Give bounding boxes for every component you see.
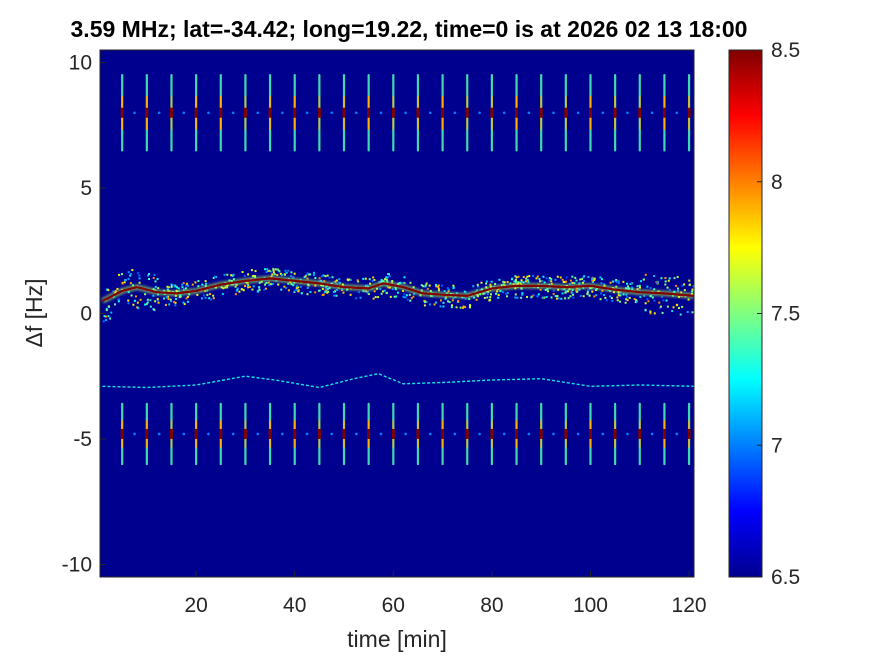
pulse-1-6 <box>268 402 284 466</box>
pulse-0-8 <box>317 73 333 152</box>
pulse-1-2 <box>169 402 186 466</box>
pulse-1-10 <box>367 402 383 466</box>
x-tick-label: 80 <box>480 594 503 617</box>
x-tick-label: 120 <box>672 594 707 617</box>
secondary-trace-line <box>102 372 694 389</box>
colorbar-tick-label: 7 <box>771 434 783 457</box>
pulse-1-0 <box>120 402 136 466</box>
pulse-0-23 <box>687 73 691 152</box>
x-tick-label: 20 <box>184 594 207 617</box>
colorbar: 6.5 7 7.5 8 8.5 <box>728 39 800 589</box>
pulse-1-3 <box>194 402 210 466</box>
pulse-1-8 <box>317 402 333 466</box>
pulse-1-15 <box>490 402 506 466</box>
pulse-0-19 <box>588 73 605 152</box>
pulse-1-21 <box>638 402 654 466</box>
pulse-0-3 <box>194 73 210 152</box>
colorbar-tick-label: 8 <box>771 171 783 194</box>
pulse-0-14 <box>465 73 481 152</box>
y-axis-ticks: -10 -5 0 5 10 <box>62 52 106 576</box>
main-trace-line <box>101 277 694 302</box>
chart-title: 3.59 MHz; lat=-34.42; long=19.22, time=0… <box>71 16 748 42</box>
x-axis-label: time [min] <box>347 626 447 652</box>
pulse-0-22 <box>662 73 679 152</box>
pulse-1-4 <box>219 402 235 466</box>
pulse-1-17 <box>539 402 555 466</box>
y-tick-label: -10 <box>62 553 92 576</box>
pulse-1-5 <box>243 402 260 466</box>
pulse-0-4 <box>219 73 235 152</box>
x-tick-label: 60 <box>382 594 405 617</box>
pulse-0-11 <box>391 73 407 152</box>
pulse-1-11 <box>391 402 407 466</box>
y-axis-label: Δf [Hz] <box>21 278 47 347</box>
colorbar-tick-label: 6.5 <box>771 566 800 589</box>
pulse-1-14 <box>465 402 481 466</box>
x-axis-ticks: 20 40 60 80 100 120 <box>184 571 707 617</box>
colorbar-gradient <box>728 49 763 578</box>
pulse-1-18 <box>564 402 580 466</box>
plot-area: 20 40 60 80 100 120 -10 -5 0 5 10 <box>62 49 707 617</box>
pulse-0-12 <box>416 73 432 152</box>
plot-background <box>100 50 694 577</box>
colorbar-tick-label: 8.5 <box>771 39 800 62</box>
colorbar-ticks: 6.5 7 7.5 8 8.5 <box>757 39 800 589</box>
pulse-1-12 <box>416 402 432 466</box>
pulse-0-17 <box>539 73 555 152</box>
pulse-0-7 <box>293 73 309 152</box>
y-tick-label: 10 <box>69 52 92 75</box>
pulse-0-18 <box>564 73 580 152</box>
pulse-1-13 <box>441 402 457 466</box>
pulse-0-9 <box>342 73 358 152</box>
pulse-1-19 <box>588 402 605 466</box>
pulse-0-21 <box>638 73 654 152</box>
pulse-0-0 <box>120 73 136 152</box>
pulse-0-16 <box>515 73 531 152</box>
y-tick-label: 5 <box>80 177 92 200</box>
pulse-1-20 <box>613 402 629 466</box>
pulse-1-16 <box>515 402 531 466</box>
pulse-1-9 <box>342 402 358 466</box>
pulse-1-23 <box>687 402 691 466</box>
pulse-0-2 <box>169 73 186 152</box>
pulse-1-1 <box>145 402 161 466</box>
pulse-0-20 <box>613 73 629 152</box>
pulse-1-22 <box>662 402 679 466</box>
x-tick-label: 40 <box>283 594 306 617</box>
x-tick-label: 100 <box>573 594 608 617</box>
pulse-0-10 <box>367 73 383 152</box>
y-tick-label: 0 <box>80 303 92 326</box>
colorbar-tick-label: 7.5 <box>771 303 800 326</box>
pulse-0-1 <box>145 73 161 152</box>
pulse-0-15 <box>490 73 506 152</box>
pulse-1-7 <box>293 402 309 466</box>
pulse-0-6 <box>268 73 284 152</box>
pulse-0-13 <box>441 73 457 152</box>
y-tick-label: -5 <box>73 428 92 451</box>
spectrogram-marks <box>101 73 694 466</box>
pulse-0-5 <box>243 73 260 152</box>
